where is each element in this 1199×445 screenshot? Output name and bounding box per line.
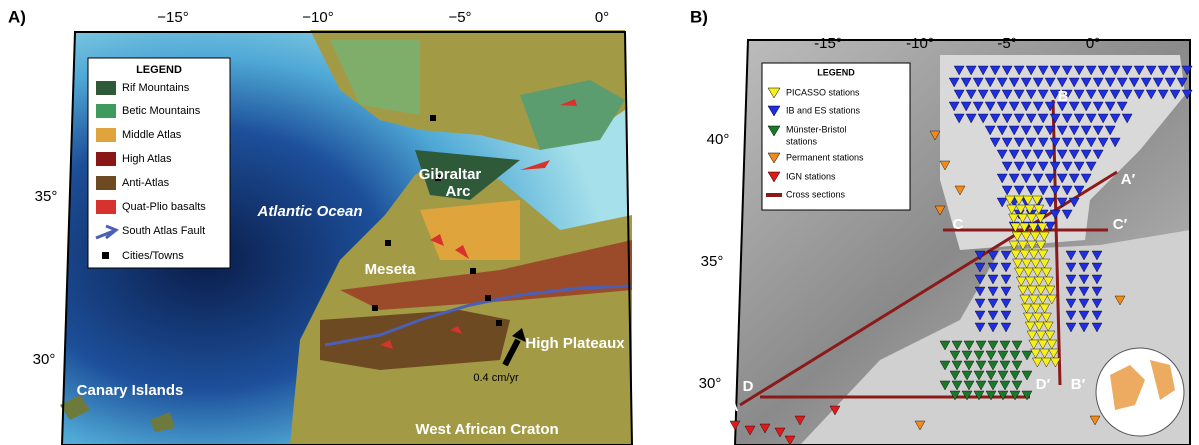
- legend-item: Middle Atlas: [122, 129, 182, 141]
- place-label: High Plateaux: [525, 335, 625, 352]
- map-b: LEGEND PICASSO stations IB and ES statio…: [730, 40, 1192, 445]
- lon-tick-label: 0°: [595, 9, 609, 26]
- legend-item: High Atlas: [122, 153, 172, 165]
- place-label: Gibraltar: [419, 166, 482, 183]
- legend-item: Permanent stations: [786, 152, 864, 162]
- legend-item: Münster-Bristol: [786, 124, 847, 134]
- place-label: West African Craton: [415, 421, 558, 438]
- figure: A) −15° −10° −5° 0° 35° 30° LEGEND Rif M…: [0, 0, 1199, 445]
- panel-label: A): [8, 7, 26, 26]
- lon-tick-label: 0°: [1086, 35, 1100, 52]
- legend-item: PICASSO stations: [786, 87, 860, 97]
- legend-item: IB and ES stations: [786, 105, 861, 115]
- legend-b: LEGEND PICASSO stations IB and ES statio…: [762, 63, 910, 210]
- legend-item: Betic Mountains: [122, 105, 201, 117]
- legend-a: LEGEND Rif Mountains Betic Mountains Mid…: [88, 58, 230, 268]
- legend-item: Rif Mountains: [122, 82, 190, 94]
- legend-item: Cross sections: [786, 189, 846, 199]
- place-label: Arc: [445, 183, 470, 200]
- place-label: Canary Islands: [77, 382, 184, 399]
- lon-tick-label: −15°: [157, 9, 188, 26]
- lat-tick-label: 30°: [33, 351, 56, 368]
- section-label: D′: [1036, 376, 1051, 393]
- lon-tick-label: -5°: [997, 35, 1016, 52]
- place-label: Atlantic Ocean: [256, 203, 362, 220]
- legend-item: IGN stations: [786, 171, 836, 181]
- lon-tick-label: -15°: [814, 35, 842, 52]
- legend-item: Anti-Atlas: [122, 177, 170, 189]
- lon-tick-label: −5°: [448, 9, 471, 26]
- lon-tick-label: −10°: [302, 9, 333, 26]
- legend-item: Quat-Plio basalts: [122, 201, 206, 213]
- lat-tick-label: 30°: [699, 375, 722, 392]
- panel-label: B): [690, 7, 708, 26]
- legend-title: LEGEND: [136, 64, 182, 76]
- lon-tick-label: -10°: [906, 35, 934, 52]
- section-label: B′: [1071, 376, 1086, 393]
- section-label: C: [953, 216, 964, 233]
- section-label: C′: [1113, 216, 1128, 233]
- place-label: Meseta: [365, 261, 417, 278]
- section-label: A: [728, 398, 739, 415]
- legend-item: South Atlas Fault: [122, 225, 205, 237]
- section-label: D: [743, 378, 754, 395]
- lat-tick-label: 35°: [35, 188, 58, 205]
- lat-tick-label: 35°: [701, 253, 724, 270]
- legend-item: stations: [786, 136, 818, 146]
- legend-item: Cities/Towns: [122, 250, 184, 262]
- lat-tick-label: 40°: [707, 131, 730, 148]
- map-figure: A) −15° −10° −5° 0° 35° 30° LEGEND Rif M…: [0, 0, 1199, 445]
- velocity-label: 0.4 cm/yr: [473, 372, 519, 384]
- section-label: A′: [1121, 171, 1136, 188]
- legend-title: LEGEND: [817, 67, 855, 77]
- section-label: B: [1058, 88, 1069, 105]
